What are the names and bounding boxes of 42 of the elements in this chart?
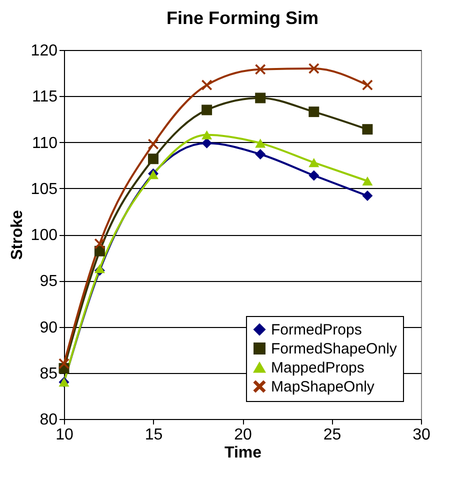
point xyxy=(362,124,373,135)
legend-label: FormedProps xyxy=(271,322,362,338)
point xyxy=(308,158,320,168)
y-tick-label: 120 xyxy=(30,42,58,60)
point xyxy=(94,264,105,274)
y-tick-label: 100 xyxy=(30,227,58,244)
x-tick-label: 25 xyxy=(323,426,342,444)
y-tick-label: 90 xyxy=(40,319,58,336)
point xyxy=(202,80,212,90)
point xyxy=(148,138,158,150)
point xyxy=(255,92,266,104)
point xyxy=(202,130,212,140)
x-axis-title: Time xyxy=(224,444,262,462)
point xyxy=(94,238,105,249)
chart-title: Fine Forming Sim xyxy=(166,8,319,28)
legend-label: MappedProps xyxy=(271,360,364,376)
y-tick-label: 115 xyxy=(32,88,58,106)
x-tick-label: 30 xyxy=(412,426,430,444)
legend-label: MapShapeOnly xyxy=(271,378,375,396)
point xyxy=(255,149,266,160)
point xyxy=(362,176,373,186)
y-tick-label: 110 xyxy=(32,134,58,152)
point xyxy=(308,170,320,181)
y-tick-label: 80 xyxy=(40,412,58,428)
y-axis-title: Stroke xyxy=(8,210,26,260)
point xyxy=(308,63,320,74)
point xyxy=(362,80,373,90)
point xyxy=(202,104,212,116)
y-tick-label: 85 xyxy=(40,365,58,382)
x-tick-label: 15 xyxy=(144,426,163,444)
x-tick-label: 20 xyxy=(234,426,252,444)
y-tick-label: 95 xyxy=(40,273,58,290)
legend-label: FormedShapeOnly xyxy=(271,340,398,358)
point xyxy=(308,106,320,118)
point xyxy=(148,154,158,164)
point xyxy=(202,138,212,148)
point xyxy=(58,358,70,369)
point xyxy=(362,190,373,201)
point xyxy=(255,138,266,148)
point xyxy=(255,64,266,75)
y-tick-label: 105 xyxy=(30,180,58,198)
x-tick-label: 10 xyxy=(56,426,74,444)
